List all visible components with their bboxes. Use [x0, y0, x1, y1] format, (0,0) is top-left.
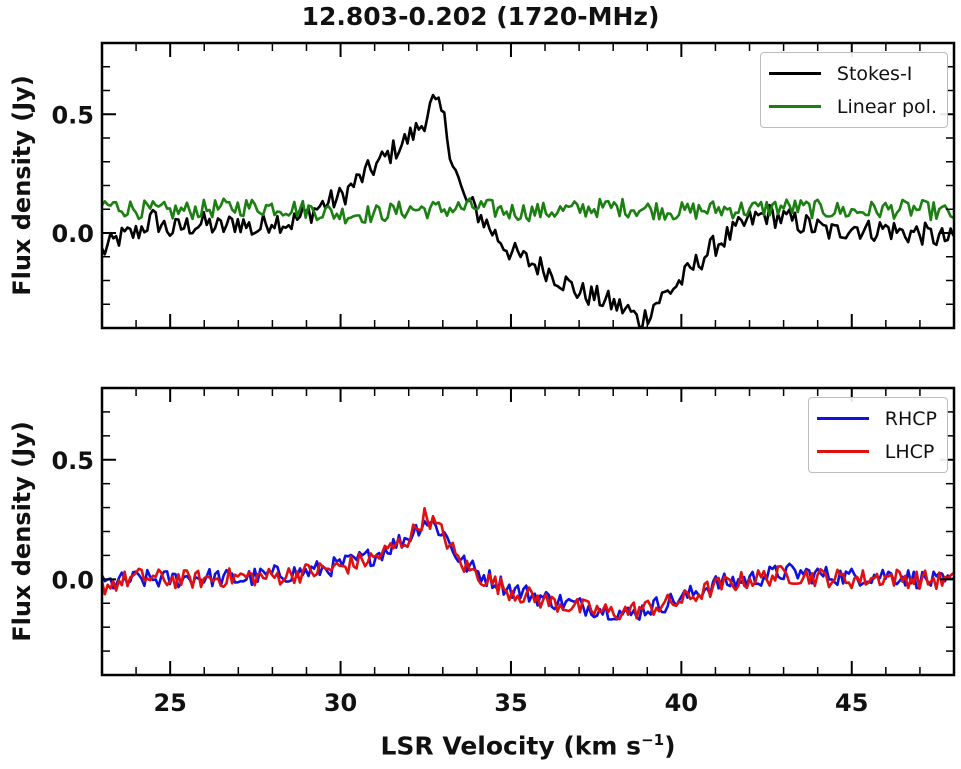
series-line-0-0 — [100, 93, 955, 329]
x-tick-label: 45 — [835, 689, 868, 717]
y-tick-label: 0.0 — [51, 220, 94, 248]
legend-item-stokes-i: Stokes-I — [768, 57, 937, 90]
legend-item-linear-pol: Linear pol. — [768, 90, 937, 123]
top-panel: 0.0 0.5 Flux density (Jy) — [8, 41, 956, 330]
legend-label-stokes-i: Stokes-I — [836, 62, 913, 85]
legend-label-rhcp: RHCP — [884, 407, 937, 430]
y-tick-label: 0.0 — [51, 566, 94, 594]
y-axis-label: Flux density (Jy) — [8, 421, 36, 642]
legend-swatch-rhcp — [816, 417, 869, 420]
legend-item-lhcp: LHCP — [816, 435, 937, 468]
series-line-1-1 — [100, 507, 955, 621]
y-axis-label: Flux density (Jy) — [8, 75, 36, 296]
bottom-legend: RHCP LHCP — [807, 397, 948, 473]
x-axis-label-close: ) — [664, 731, 676, 761]
x-tick-label: 35 — [494, 689, 527, 717]
x-axis-label-text: LSR Velocity (km s — [380, 731, 642, 761]
bottom-panel: 0.0 0.5 25 30 35 40 45 Flux density (Jy) — [8, 386, 956, 717]
legend-label-linear-pol: Linear pol. — [836, 95, 937, 118]
series-line-0-1 — [100, 197, 955, 225]
x-tick-label: 40 — [665, 689, 698, 717]
y-tick-label: 0.5 — [51, 101, 94, 129]
x-tick-label: 25 — [153, 689, 186, 717]
legend-swatch-stokes-i — [768, 72, 821, 75]
x-tick-label: 30 — [324, 689, 357, 717]
x-axis-label: LSR Velocity (km s−1) — [102, 731, 954, 760]
legend-label-lhcp: LHCP — [884, 440, 935, 463]
legend-item-rhcp: RHCP — [816, 402, 937, 435]
y-tick-label: 0.5 — [51, 447, 94, 475]
x-axis-label-superscript: −1 — [641, 731, 665, 749]
figure-title: 12.803-0.202 (1720-MHz) — [301, 2, 660, 31]
legend-swatch-linear-pol — [768, 105, 821, 108]
legend-swatch-lhcp — [816, 450, 869, 453]
top-legend: Stokes-I Linear pol. — [759, 52, 948, 128]
